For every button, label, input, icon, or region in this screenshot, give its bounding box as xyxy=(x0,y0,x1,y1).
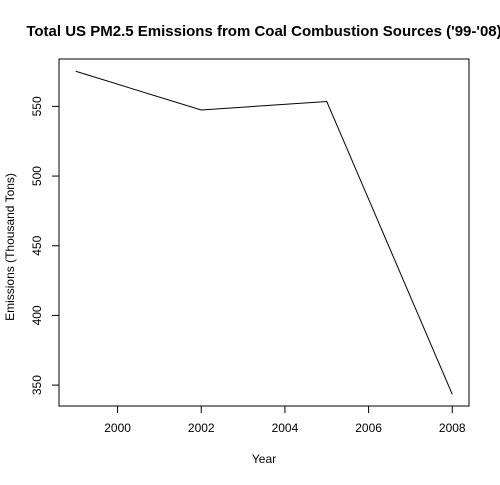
y-axis-title: Emissions (Thousand Tons) xyxy=(3,173,17,321)
x-axis-title: Year xyxy=(252,452,276,466)
emissions-line xyxy=(75,70,453,395)
x-tick-label: 2004 xyxy=(272,421,299,435)
x-axis: 2000 2002 2004 2006 2008 xyxy=(104,405,466,435)
chart-title: Total US PM2.5 Emissions from Coal Combu… xyxy=(26,23,500,40)
x-tick-label: 2000 xyxy=(104,421,131,435)
x-tick-label: 2006 xyxy=(355,421,382,435)
x-tick-label: 2002 xyxy=(188,421,215,435)
y-tick-label: 550 xyxy=(30,96,44,116)
y-tick-label: 350 xyxy=(30,375,44,395)
y-tick-label: 400 xyxy=(30,305,44,325)
y-tick-label: 500 xyxy=(30,166,44,186)
y-tick-label: 450 xyxy=(30,235,44,255)
series-layer xyxy=(75,70,453,395)
x-tick-label: 2008 xyxy=(439,421,466,435)
y-axis: 350 400 450 500 550 xyxy=(30,96,60,395)
